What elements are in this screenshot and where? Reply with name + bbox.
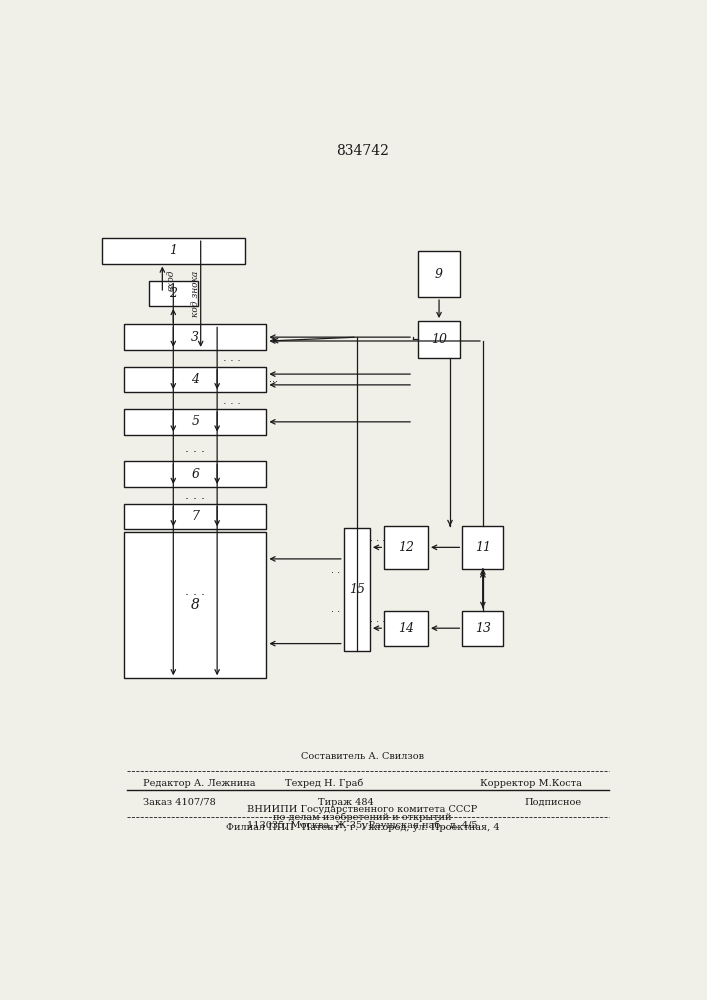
Text: . . .: . . . [370,533,385,543]
Bar [124,532,267,678]
Text: Подписное: Подписное [525,798,582,807]
Text: . . .: . . . [223,396,240,406]
Bar [419,251,460,297]
Text: 7: 7 [191,510,199,523]
Text: 13: 13 [475,622,491,635]
Bar [344,528,370,651]
Text: 14: 14 [398,622,414,635]
Text: 10: 10 [431,333,447,346]
Text: . . .: . . . [370,614,385,624]
Bar [385,526,428,569]
Bar [124,409,267,435]
Text: ВНИИПИ Государственного комитета СССР: ВНИИПИ Государственного комитета СССР [247,805,477,814]
Text: . . .: . . . [223,353,240,363]
Text: код знока: код знока [191,271,199,317]
Text: 3: 3 [191,331,199,344]
Text: . . .: . . . [185,585,205,598]
Text: Филиал ППП "Патент", г. Ужгород, ул. Проектная, 4: Филиал ППП "Патент", г. Ужгород, ул. Про… [226,823,499,832]
Bar [124,324,267,350]
Text: 1: 1 [169,244,177,257]
Text: 113035, Москва, Ж-35, Раушская наб., д. 4/5: 113035, Москва, Ж-35, Раушская наб., д. … [247,821,478,830]
Text: ...: ... [269,374,278,384]
Text: 12: 12 [398,541,414,554]
Text: Корректор М.Коста: Корректор М.Коста [479,779,582,788]
Bar [124,461,267,487]
Text: вход: вход [166,270,175,291]
Text: 6: 6 [191,468,199,481]
Text: 9: 9 [435,267,443,280]
Text: Заказ 4107/78: Заказ 4107/78 [144,798,216,807]
Text: Техред Н. Граб: Техред Н. Граб [285,778,363,788]
Text: 4: 4 [191,373,199,386]
Text: Тираж 484: Тираж 484 [318,798,374,807]
Text: . . .: . . . [185,442,205,455]
Bar [102,238,245,264]
Text: 8: 8 [191,598,199,612]
Text: . .: . . [331,565,340,575]
Text: 834742: 834742 [336,144,389,158]
Bar [124,367,267,392]
Bar [124,504,267,529]
Bar [419,321,460,358]
Bar [385,611,428,646]
Text: по делам изобретений и открытий: по делам изобретений и открытий [273,813,452,822]
Text: 5: 5 [191,415,199,428]
Bar [462,526,503,569]
Bar [148,281,198,306]
Text: 15: 15 [349,583,365,596]
Bar [462,611,503,646]
Text: Составитель А. Свилзов: Составитель А. Свилзов [301,752,423,761]
Text: Редактор А. Лежнина: Редактор А. Лежнина [144,779,256,788]
Text: . .: . . [331,604,340,614]
Text: 2: 2 [169,287,177,300]
Text: 11: 11 [475,541,491,554]
Text: . . .: . . . [185,489,205,502]
